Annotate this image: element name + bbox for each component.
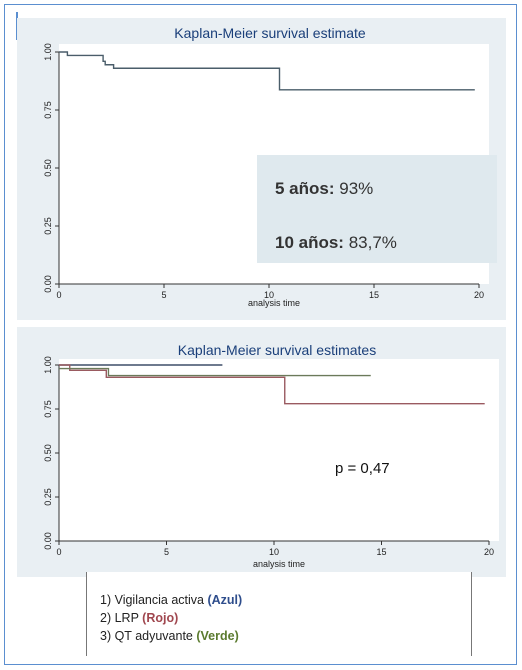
top-x-tick-label: 0 [56,290,61,300]
bottom-x-tick-label: 20 [484,547,494,557]
top-chart-panel: Kaplan-Meier survival estimate 0.00 0.25 0… [17,18,506,320]
bottom-y-tick-label: 1.00 [43,356,53,374]
top-y-tick-label: 1.00 [43,43,53,61]
top-km-chart: Kaplan-Meier survival estimate 0.000.250… [43,25,497,308]
top-y-tick-label: 0.50 [43,159,53,177]
bottom-x-tick-label: 5 [164,547,169,557]
bottom-x-tick-label: 0 [56,547,61,557]
bottom-x-tick-label: 10 [269,547,279,557]
bottom-y-tick-label: 0.25 [43,488,53,506]
bottom-chart-panel: Kaplan-Meier survival estimates 0.00 0.25… [17,327,506,577]
bottom-y-tick-label: 0.50 [43,444,53,462]
top-y-axis: 0.00 0.25 0.50 0.75 1.00 [43,43,60,293]
top-x-tick-label: 5 [161,290,166,300]
top-series-group [59,51,475,91]
top-chart-title: Kaplan-Meier survival estimate [174,25,366,41]
bottom-y-tick-label: 0.75 [43,400,53,418]
legend-item-vigilancia: 1) Vigilancia activa (Azul) [100,593,243,607]
annotation-10-years: 10 años: 83,7% [275,233,397,252]
bottom-x-tick-label: 15 [376,547,386,557]
legend-item-lrp: 2) LRP (Rojo) [100,611,179,625]
bottom-x-axis: 0 5 10 15 20 [56,540,494,557]
bottom-km-curve-3 [59,367,371,377]
legend-item-qt: 3) QT adyuvante (Verde) [100,629,239,643]
top-x-tick-label: 10 [264,290,274,300]
bottom-series-group [59,364,485,405]
bottom-plot-area [59,359,499,541]
bottom-y-tick-label: 0.00 [43,532,53,550]
bottom-chart-title: Kaplan-Meier survival estimates [178,342,376,358]
legend-box [86,572,472,656]
top-x-axis: 0 5 10 15 20 [56,283,484,300]
survival-annotation-box [257,155,497,263]
top-x-axis-label: analysis time [248,298,300,308]
top-y-tick-label: 0.75 [43,101,53,119]
bottom-km-chart: Kaplan-Meier survival estimates 0.00 0.25… [43,342,499,569]
top-y-tick-label: 0.00 [43,275,53,293]
top-x-tick-label: 20 [474,290,484,300]
bottom-km-curve-2 [59,364,485,405]
bottom-y-axis: 0.00 0.25 0.50 0.75 1.00 [43,356,60,550]
top-x-tick-label: 15 [369,290,379,300]
bottom-x-axis-label: analysis time [253,559,305,569]
top-km-curve-1 [59,51,475,91]
p-value-annotation: p = 0,47 [335,460,390,477]
top-y-tick-label: 0.25 [43,217,53,235]
annotation-5-years: 5 años: 93% [275,179,373,198]
